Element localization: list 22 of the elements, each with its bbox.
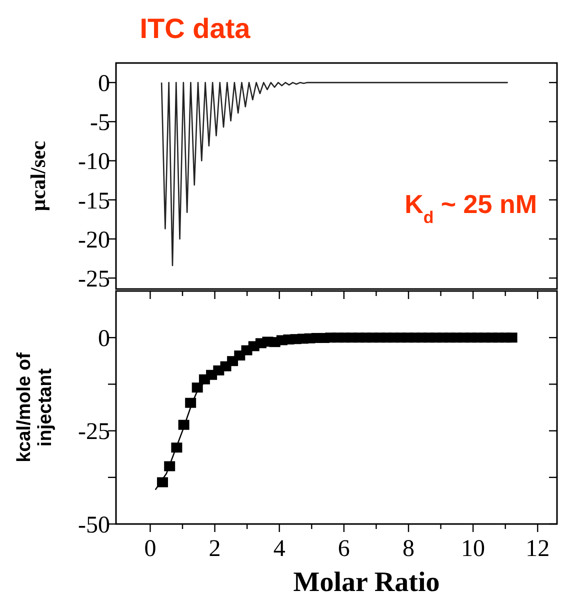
x-tick-label: 10 (461, 536, 486, 562)
y-axis-title: kcal/mole of injectant (14, 352, 56, 462)
x-tick-label: 12 (526, 536, 550, 562)
y-tick-label: -20 (78, 227, 110, 254)
y-tick-label: -25 (78, 419, 110, 446)
y-tick-label: -5 (90, 110, 110, 136)
y-tick-label: 0 (98, 70, 110, 97)
x-axis-title: Molar Ratio (293, 567, 440, 597)
annotation: K$_{d}$ ~ 25 nM (404, 189, 537, 226)
x-tick-label: 4 (273, 536, 286, 562)
x-tick-label: 2 (208, 536, 221, 562)
y-tick-label: -25 (78, 266, 110, 292)
y-tick-label: -15 (78, 188, 110, 214)
x-tick-label: 0 (144, 536, 156, 562)
y-axis-title: µcal/sec (26, 140, 50, 212)
x-tick-label: 8 (402, 536, 414, 562)
y-tick-label: 0 (98, 326, 110, 352)
chart-title: ITC data (140, 13, 251, 44)
x-tick-label: 6 (338, 536, 350, 562)
y-tick-label: -10 (78, 149, 110, 176)
point (506, 332, 518, 343)
y-tick-label: -50 (78, 512, 110, 538)
